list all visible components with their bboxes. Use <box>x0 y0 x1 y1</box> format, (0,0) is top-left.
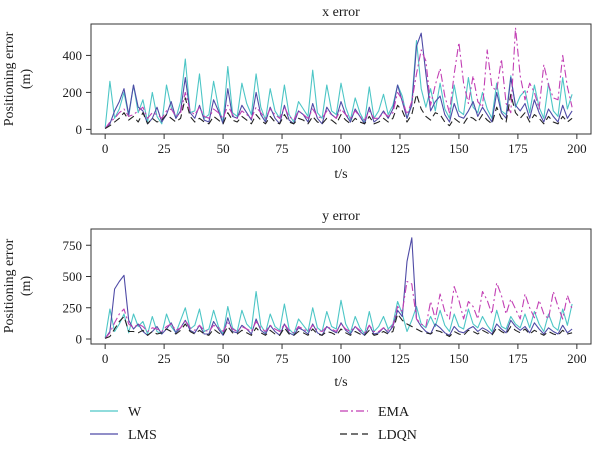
y-error-x-tick-label: 150 <box>449 351 469 366</box>
y-error-y-ticks: 0 250 500 750 <box>63 238 91 347</box>
x-error-panel: x error t/s Positioning error (m) 0 25 50 7… <box>2 5 592 182</box>
legend-item-w: W <box>90 405 142 420</box>
legend-label-ldqn: LDQN <box>378 428 417 443</box>
y-error-x-ticks: 0 25 50 75 100 125 150 175 200 <box>102 344 587 366</box>
x-error-title: x error <box>322 5 360 20</box>
x-error-ylabel-line2: (m) <box>19 69 34 90</box>
y-error-y-tick-label: 500 <box>63 269 83 284</box>
y-error-y-tick-label: 250 <box>63 300 83 315</box>
x-error-y-ticks: 0 200 400 <box>63 48 91 137</box>
y-error-x-tick-label: 0 <box>102 351 109 366</box>
legend-item-ema: EMA <box>340 405 410 420</box>
x-error-series-group <box>104 27 573 129</box>
y-error-x-tick-label: 200 <box>567 351 587 366</box>
y-error-series-ldqn <box>104 313 573 339</box>
y-error-x-tick-label: 125 <box>390 351 410 366</box>
x-error-x-tick-label: 125 <box>390 141 410 156</box>
x-error-y-tick-label: 400 <box>63 48 83 63</box>
x-error-ylabel-line1: Positioning error <box>2 31 17 126</box>
y-error-series-lms <box>104 237 573 339</box>
y-error-ylabel: Positioning error (m) <box>2 238 34 333</box>
x-error-y-tick-label: 0 <box>76 122 83 137</box>
y-error-x-tick-label: 25 <box>158 351 171 366</box>
y-error-series-w <box>104 290 573 338</box>
x-error-x-tick-label: 75 <box>276 141 289 156</box>
x-error-x-tick-label: 150 <box>449 141 469 156</box>
x-error-ylabel: Positioning error (m) <box>2 31 34 126</box>
y-error-series-group <box>104 237 573 339</box>
legend-label-w: W <box>128 405 142 420</box>
y-error-y-tick-label: 0 <box>76 332 83 347</box>
x-error-y-tick-label: 200 <box>63 85 83 100</box>
y-error-x-tick-label: 50 <box>217 351 230 366</box>
x-error-x-tick-label: 100 <box>331 141 351 156</box>
x-error-series-ema <box>104 27 573 129</box>
legend-label-ema: EMA <box>378 405 410 420</box>
y-error-title: y error <box>322 209 360 224</box>
y-error-ylabel-line1: Positioning error <box>2 238 17 333</box>
x-error-x-tick-label: 25 <box>158 141 171 156</box>
y-error-ylabel-line2: (m) <box>19 276 34 297</box>
x-error-x-tick-label: 0 <box>102 141 109 156</box>
legend-label-lms: LMS <box>128 428 157 443</box>
y-error-x-tick-label: 175 <box>508 351 528 366</box>
y-error-x-tick-label: 75 <box>276 351 289 366</box>
legend-item-lms: LMS <box>90 428 157 443</box>
x-error-x-tick-label: 200 <box>567 141 587 156</box>
x-error-x-ticks: 0 25 50 75 100 125 150 175 200 <box>102 134 587 156</box>
legend: W LMS EMA LDQN <box>90 405 417 443</box>
x-error-x-tick-label: 50 <box>217 141 230 156</box>
y-error-x-tick-label: 100 <box>331 351 351 366</box>
x-error-series-w <box>104 40 573 128</box>
x-error-x-tick-label: 175 <box>508 141 528 156</box>
x-error-series-ldqn <box>104 93 573 129</box>
y-error-panel: y error t/s Positioning error (m) 0 25 50 7… <box>2 209 592 390</box>
legend-item-ldqn: LDQN <box>340 428 417 443</box>
x-error-series-lms <box>104 32 573 129</box>
x-error-xlabel: t/s <box>334 167 347 182</box>
y-error-xlabel: t/s <box>334 375 347 390</box>
y-error-y-tick-label: 750 <box>63 238 83 253</box>
